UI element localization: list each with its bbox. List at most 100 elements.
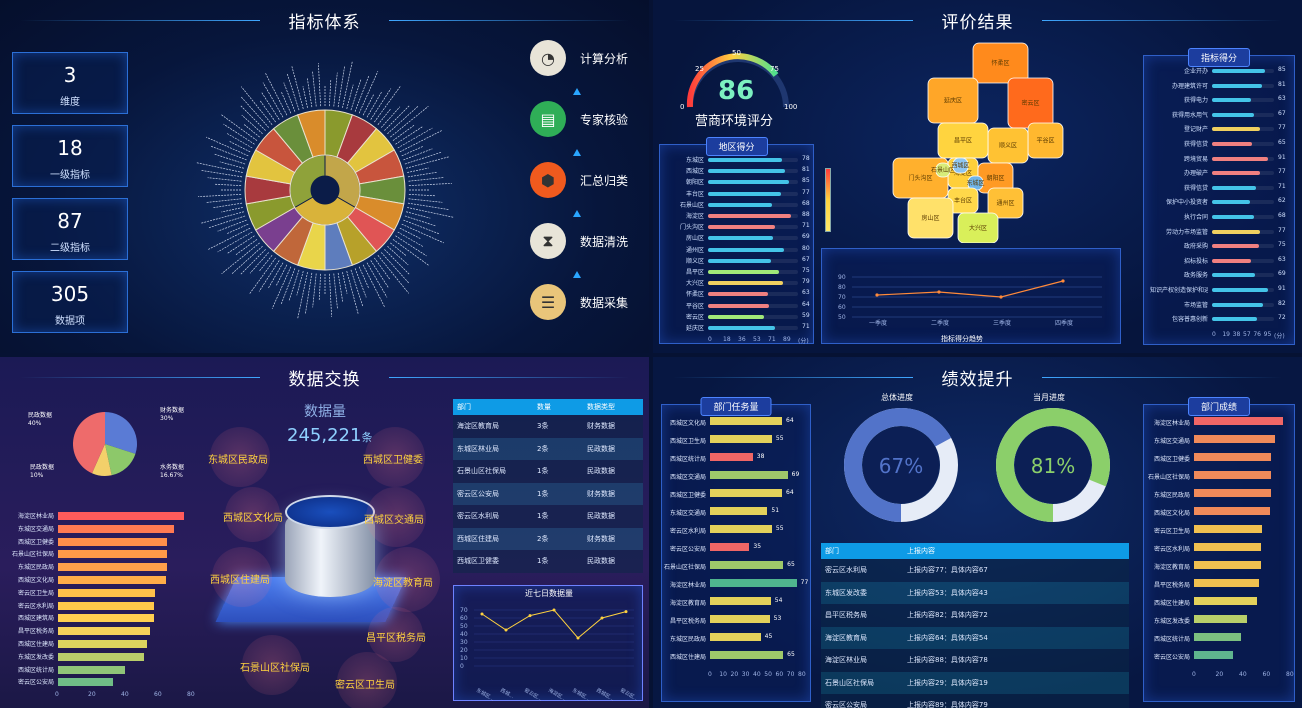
progress-donut: 67% [844,408,958,522]
bar-fill [1194,597,1257,605]
bar-value: 68 [1278,212,1286,219]
process-step[interactable]: ◔ 计算分析 [530,40,645,80]
table-cell: 3条 [537,422,549,431]
bar-fill [710,597,771,605]
bar-label: 企业开办 [1183,68,1208,75]
table-row[interactable]: 海淀区林业局 上报内容88：具体内容78 [821,649,1129,672]
pie-label: 民政数据 [28,411,52,419]
department-bubble[interactable] [242,635,302,695]
table-row[interactable]: 石景山区社保局 上报内容29：具体内容19 [821,671,1129,694]
department-bubble[interactable] [337,652,397,708]
department-bubble[interactable] [210,427,270,487]
bar-label: 获得信贷 [1183,184,1208,192]
section-title: 评价结果 [653,8,1302,33]
table-row[interactable]: 密云区水利局 1条 民政数据 [453,505,643,528]
department-bubble-label: 西城区住建局 [210,575,270,586]
table-row[interactable]: 密云区公安局 上报内容89：具体内容79 [821,694,1129,708]
chart-title: 指标得分趋势 [941,334,983,343]
bar-label: 西城区统计局 [669,456,706,463]
sunburst-leaf-label [407,202,449,210]
department-bubble[interactable] [366,487,426,547]
bar-label: 西城区文化局 [669,420,706,427]
process-step[interactable]: ▤ 专家核验 [530,101,645,141]
table-row[interactable]: 海淀区教育局 3条 财务数据 [453,415,643,438]
table-row[interactable]: 西城区卫健委 1条 民政数据 [453,550,643,573]
department-bubble[interactable] [225,487,280,542]
sunburst-leaf-label [249,252,270,274]
table-cell: 上报内容82：具体内容72 [907,611,988,620]
hourglass-icon: ⧗ [530,223,566,259]
flow-arrow-icon [573,210,581,217]
indicator-sunburst-chart[interactable] [180,40,470,340]
table-row[interactable]: 西城区住建局 2条 财务数据 [453,527,643,550]
table-cell: 密云区公安局 [825,701,867,708]
table-row[interactable]: 东城区林业局 2条 民政数据 [453,437,643,460]
bar-fill [1212,69,1265,73]
map-district-label: 门头沟区 [908,174,932,182]
table-row[interactable]: 海淀区教育局 上报内容64：具体内容54 [821,626,1129,649]
table-cell: 西城区卫健委 [457,557,499,566]
table-row[interactable]: 石景山区社保局 1条 民政数据 [453,460,643,483]
department-bubble[interactable] [212,547,272,607]
sunburst-leaf-label [362,94,374,116]
sunburst-leaf-label [403,148,433,161]
sunburst-leaf-label [240,105,266,131]
bar-label: 密云区 [685,313,704,321]
document-check-icon: ▤ [530,101,566,137]
trend-point [1061,279,1065,283]
table-cell: 1条 [537,489,549,498]
bar-fill [58,601,154,610]
axis-tick: 三季度 [993,319,1011,327]
sunburst-leaf-label [312,70,317,107]
pie-chart-icon: ◔ [530,40,566,76]
sunburst-leaf-label [397,127,433,149]
axis-tick: 海淀区... [547,687,568,702]
table-row[interactable]: 密云区公安局 1条 财务数据 [453,482,643,505]
map-district-label: 东城区 [966,179,984,187]
table-cell: 1条 [537,467,549,476]
table-row[interactable]: 昌平区税务局 上报内容82：具体内容72 [821,604,1129,627]
process-step[interactable]: ⧗ 数据清洗 [530,223,645,263]
gauge-value: 86 [718,76,755,106]
table-row[interactable]: 密云区水利局 上报内容77：具体内容67 [821,559,1129,582]
axis-tick: 50 [838,314,846,321]
axis-tick: 60 [775,671,784,678]
sunburst-leaf-label [346,271,359,315]
sunburst-leaf-label [406,156,450,169]
axis-tick: 0 [708,336,712,344]
axis-tick: 20 [1215,671,1224,678]
axis-tick: 一季度 [869,319,887,327]
sunburst-leaf-label [406,211,431,219]
sunburst-leaf-label [337,272,344,302]
table-header: 部门 数量 数据类型 [453,399,643,415]
axis-tick: 60 [1262,671,1271,678]
bar-value: 80 [802,244,810,252]
sunburst-leaf-label [397,231,424,248]
process-step[interactable]: ☰ 数据采集 [530,284,645,324]
progress-donut: 81% [996,408,1110,522]
bar-value: 77 [802,188,810,196]
department-bubble-label: 海淀区教育局 [373,577,433,589]
department-task-panel: 部门任务量 西城区文化局 64 西城区卫生局 55 西城区统计局 38 西城区交通局 69 西城… [661,397,811,702]
map-district [907,197,954,239]
bar-fill [1194,435,1276,443]
business-environment-gauge: 0 25 50 75 100 [680,49,797,111]
department-bubble[interactable] [375,547,440,612]
bar-fill [708,236,774,241]
sunburst-leaf-label [280,91,292,114]
gauge-tick: 75 [770,65,779,73]
department-bubble[interactable] [365,427,425,487]
bar-value: 68 [802,199,810,207]
sunburst-leaf-label [350,269,364,307]
bar-value: 45 [764,633,773,640]
process-step[interactable]: ⬢ 汇总归类 [530,162,645,202]
axis-tick: 0 [708,671,712,678]
department-bubble[interactable] [368,607,423,662]
bar-value: 35 [753,543,762,550]
sunburst-leaf-label [408,198,443,203]
table-row[interactable]: 东城区发改委 上报内容53：具体内容43 [821,581,1129,604]
axis-tick: 80 [838,284,846,291]
map-district [972,42,1029,84]
